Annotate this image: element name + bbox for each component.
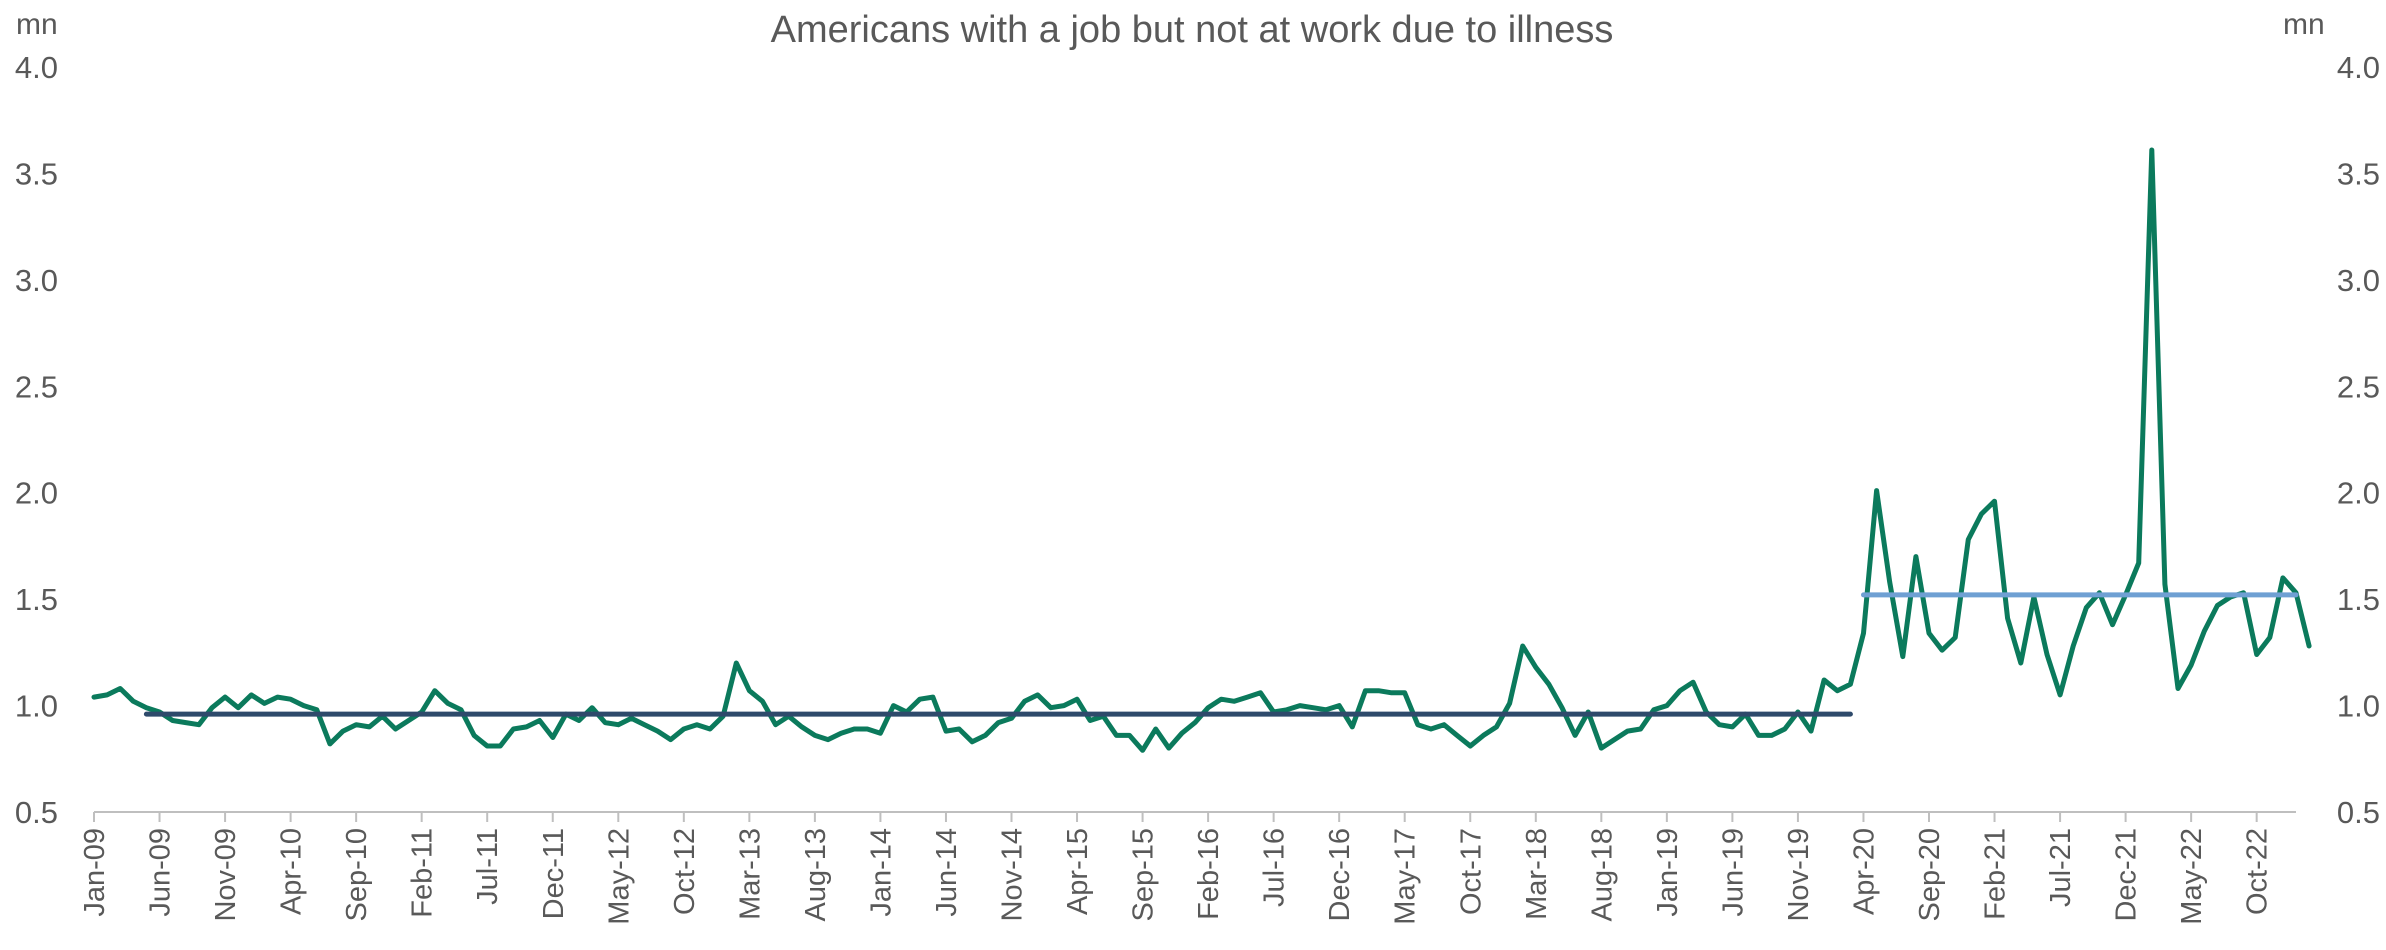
- y-tick-left: 1.0: [15, 689, 58, 724]
- x-tick-label: Mar-13: [734, 828, 766, 920]
- x-tick-label: Feb-21: [1980, 828, 2012, 920]
- x-tick-label: Jan-19: [1652, 828, 1684, 917]
- x-tick-label: Apr-20: [1848, 828, 1880, 915]
- x-tick-label: May-22: [2176, 828, 2208, 925]
- y-tick-right: 0.5: [2337, 795, 2380, 830]
- x-axis: Jan-09 Jun-09 Nov-09 Apr-10 Sep-10 Feb-11 Jul-…: [79, 812, 2274, 925]
- x-tick-label: Apr-10: [276, 828, 308, 915]
- y-tick-left: 3.0: [15, 263, 58, 298]
- x-tick-label: Nov-09: [210, 828, 242, 922]
- x-tick-label: Oct-22: [2242, 828, 2274, 915]
- x-tick-label: Jul-16: [1259, 828, 1291, 907]
- x-tick-label: Jan-09: [79, 828, 111, 917]
- x-tick-label: Feb-16: [1193, 828, 1225, 920]
- x-tick-label: Dec-21: [2111, 828, 2143, 922]
- x-tick-label: Dec-11: [538, 828, 570, 919]
- x-tick-label: May-17: [1390, 828, 1422, 925]
- y-tick-left: 0.5: [15, 795, 58, 830]
- x-tick-label: Apr-15: [1062, 828, 1094, 915]
- x-tick-label: Feb-11: [407, 828, 439, 918]
- x-tick-label: Jan-14: [865, 828, 897, 917]
- x-tick-label: Jun-19: [1717, 828, 1749, 917]
- x-tick-label: Jun-09: [145, 828, 177, 917]
- y-tick-left: 2.0: [15, 476, 58, 511]
- x-tick-label: Nov-14: [997, 828, 1029, 922]
- x-tick-label: Jul-21: [2045, 828, 2077, 907]
- x-tick-label: Aug-13: [800, 828, 832, 922]
- chart-title: Americans with a job but not at work due…: [771, 9, 1614, 51]
- series-illness-line: [91, 147, 2312, 753]
- y-tick-right: 1.0: [2337, 689, 2380, 724]
- y-tick-left: 3.5: [15, 156, 58, 191]
- y-tick-right: 3.5: [2337, 156, 2380, 191]
- x-tick-label: Oct-17: [1455, 828, 1487, 915]
- y-tick-right: 2.0: [2337, 476, 2380, 511]
- x-tick-label: Dec-16: [1324, 828, 1356, 922]
- y-tick-right: 3.0: [2337, 263, 2380, 298]
- y-tick-right: 2.5: [2337, 369, 2380, 404]
- y-tick-right: 4.0: [2337, 50, 2380, 85]
- y-tick-left: 2.5: [15, 369, 58, 404]
- x-tick-label: Sep-20: [1914, 828, 1946, 922]
- x-tick-label: Sep-10: [341, 828, 373, 922]
- x-tick-label: Jul-11: [472, 828, 504, 905]
- x-tick-label: Aug-18: [1586, 828, 1618, 922]
- series-layer: [91, 147, 2312, 753]
- x-tick-label: Sep-15: [1128, 828, 1160, 922]
- y-axis-unit-left: mn: [16, 8, 58, 41]
- x-tick-label: Nov-19: [1783, 828, 1815, 922]
- y-tick-left: 4.0: [15, 50, 58, 85]
- y-axis-unit-right: mn: [2283, 8, 2325, 41]
- x-tick-label: Jun-14: [931, 828, 963, 917]
- x-tick-label: May-12: [603, 828, 635, 925]
- y-axis-right: 0.5 1.0 1.5 2.0 2.5 3.0 3.5 4.0: [2337, 50, 2380, 830]
- x-tick-label: Mar-18: [1521, 828, 1553, 920]
- y-tick-left: 1.5: [15, 582, 58, 617]
- x-tick-label: Oct-12: [669, 828, 701, 915]
- y-axis-left: 0.5 1.0 1.5 2.0 2.5 3.0 3.5 4.0: [15, 50, 58, 830]
- y-tick-right: 1.5: [2337, 582, 2380, 617]
